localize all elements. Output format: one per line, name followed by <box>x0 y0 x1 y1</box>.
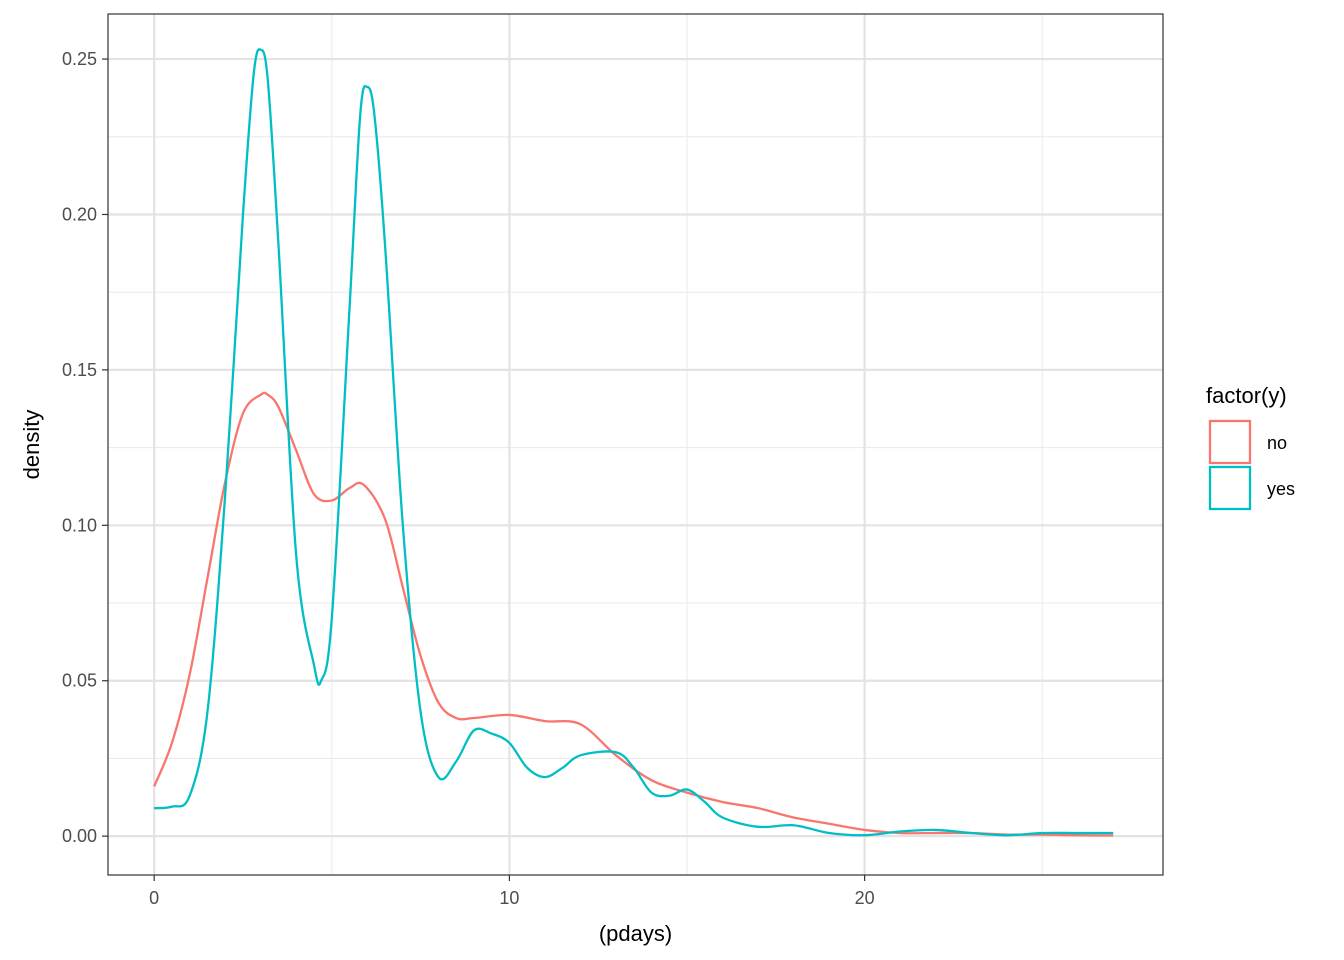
density-line-yes <box>154 48 1114 837</box>
density-curves <box>153 48 1114 837</box>
x-tick-label: 0 <box>149 888 159 908</box>
legend-key-no <box>1208 419 1252 465</box>
legend: factor(y) no yes <box>1206 383 1295 511</box>
x-axis-title: (pdays) <box>599 921 672 946</box>
x-axis: 0 10 20 <box>149 875 875 908</box>
legend-label-no: no <box>1267 433 1287 453</box>
panel-background <box>108 14 1163 875</box>
panel-border <box>107 13 1164 876</box>
y-axis-title: density <box>19 410 44 480</box>
plot-panel <box>107 13 1164 876</box>
x-tick-label: 20 <box>855 888 875 908</box>
legend-label-yes: yes <box>1267 479 1295 499</box>
x-tick-label: 10 <box>499 888 519 908</box>
y-tick-label: 0.15 <box>62 360 97 380</box>
y-tick-label: 0.05 <box>62 671 97 691</box>
y-tick-label: 0.00 <box>62 826 97 846</box>
y-tick-label: 0.10 <box>62 515 97 535</box>
y-tick-label: 0.25 <box>62 49 97 69</box>
y-tick-label: 0.20 <box>62 204 97 224</box>
y-axis: 0.00 0.05 0.10 0.15 0.20 0.25 <box>62 49 108 846</box>
major-gridlines <box>108 14 1163 875</box>
legend-title: factor(y) <box>1206 383 1287 408</box>
minor-gridlines <box>108 14 1163 875</box>
legend-key-yes <box>1208 465 1252 511</box>
legend-items: no yes <box>1208 419 1295 511</box>
